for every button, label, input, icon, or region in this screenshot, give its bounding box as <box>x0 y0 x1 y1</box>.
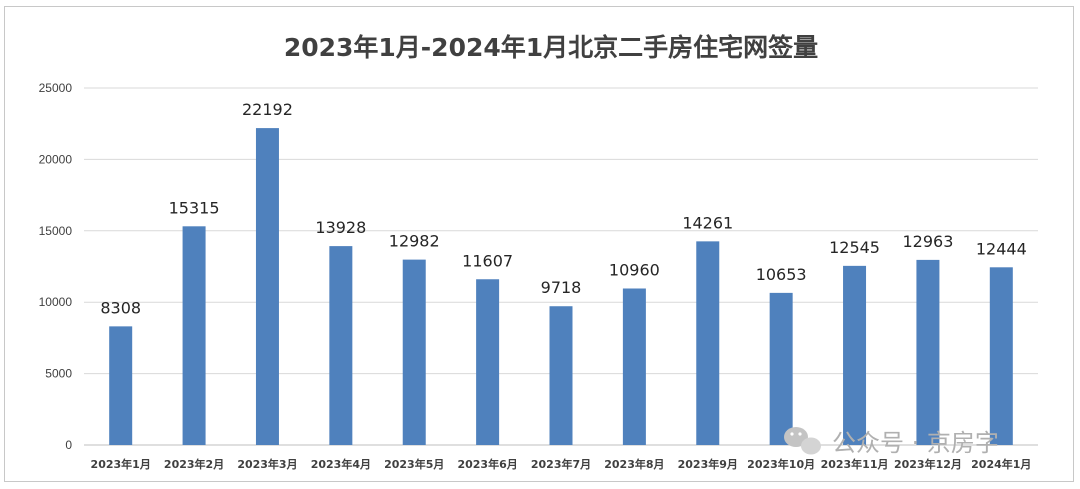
x-tick-label: 2023年6月 <box>457 457 517 471</box>
data-label: 14261 <box>682 213 733 232</box>
bar <box>989 267 1013 445</box>
chart-title: 2023年1月-2024年1月北京二手房住宅网签量 <box>284 33 818 62</box>
data-label: 13928 <box>315 218 366 237</box>
data-label: 12444 <box>976 239 1027 258</box>
bar <box>696 241 720 445</box>
bar <box>622 288 646 445</box>
x-tick-label: 2023年7月 <box>531 457 591 471</box>
bar <box>109 326 133 445</box>
x-tick-label: 2023年9月 <box>678 457 738 471</box>
y-tick-label: 15000 <box>39 224 73 238</box>
x-tick-label: 2023年10月 <box>747 457 815 471</box>
data-label: 12982 <box>389 232 440 251</box>
x-tick-label: 2024年1月 <box>971 457 1031 471</box>
y-tick-label: 5000 <box>45 367 72 381</box>
bar <box>402 259 426 445</box>
data-label: 8308 <box>100 298 141 317</box>
data-label: 11607 <box>462 251 513 270</box>
watermark-text: 公众号 · 京房字 <box>832 429 999 457</box>
data-label: 10960 <box>609 260 660 279</box>
x-tick-label: 2023年12月 <box>894 457 962 471</box>
y-axis-ticks: 0 5000 10000 15000 20000 25000 <box>39 81 73 452</box>
bar <box>916 259 940 445</box>
bar <box>255 128 279 445</box>
chart-frame <box>4 6 1074 482</box>
bar <box>549 306 573 445</box>
y-tick-label: 25000 <box>39 81 73 95</box>
bar <box>769 292 793 445</box>
bar <box>843 265 867 445</box>
data-label: 10653 <box>756 265 807 284</box>
bar <box>476 279 500 445</box>
grid-lines <box>84 87 1038 446</box>
watermark: 公众号 · 京房字 <box>784 427 999 457</box>
data-label: 15315 <box>169 198 220 217</box>
x-axis-ticks: 2023年1月 2023年2月 2023年3月 2023年4月 2023年5月 2023年… <box>91 457 1032 471</box>
x-tick-label: 2023年11月 <box>821 457 889 471</box>
x-tick-label: 2023年3月 <box>237 457 297 471</box>
y-tick-label: 0 <box>65 438 72 452</box>
x-tick-label: 2023年8月 <box>604 457 664 471</box>
bar <box>182 226 206 445</box>
x-tick-label: 2023年5月 <box>384 457 444 471</box>
data-labels: 8308 15315 22192 13928 12982 11607 9718 10960 14… <box>100 100 1026 317</box>
wechat-icon <box>784 427 821 455</box>
x-tick-label: 2023年1月 <box>91 457 151 471</box>
y-tick-label: 20000 <box>39 152 73 166</box>
y-tick-label: 10000 <box>39 295 73 309</box>
bar <box>329 246 353 445</box>
data-label: 9718 <box>541 278 582 297</box>
bars <box>109 128 1013 445</box>
x-tick-label: 2023年2月 <box>164 457 224 471</box>
data-label: 12963 <box>902 232 953 251</box>
x-tick-label: 2023年4月 <box>311 457 371 471</box>
data-label: 22192 <box>242 100 293 119</box>
data-label: 12545 <box>829 238 880 257</box>
